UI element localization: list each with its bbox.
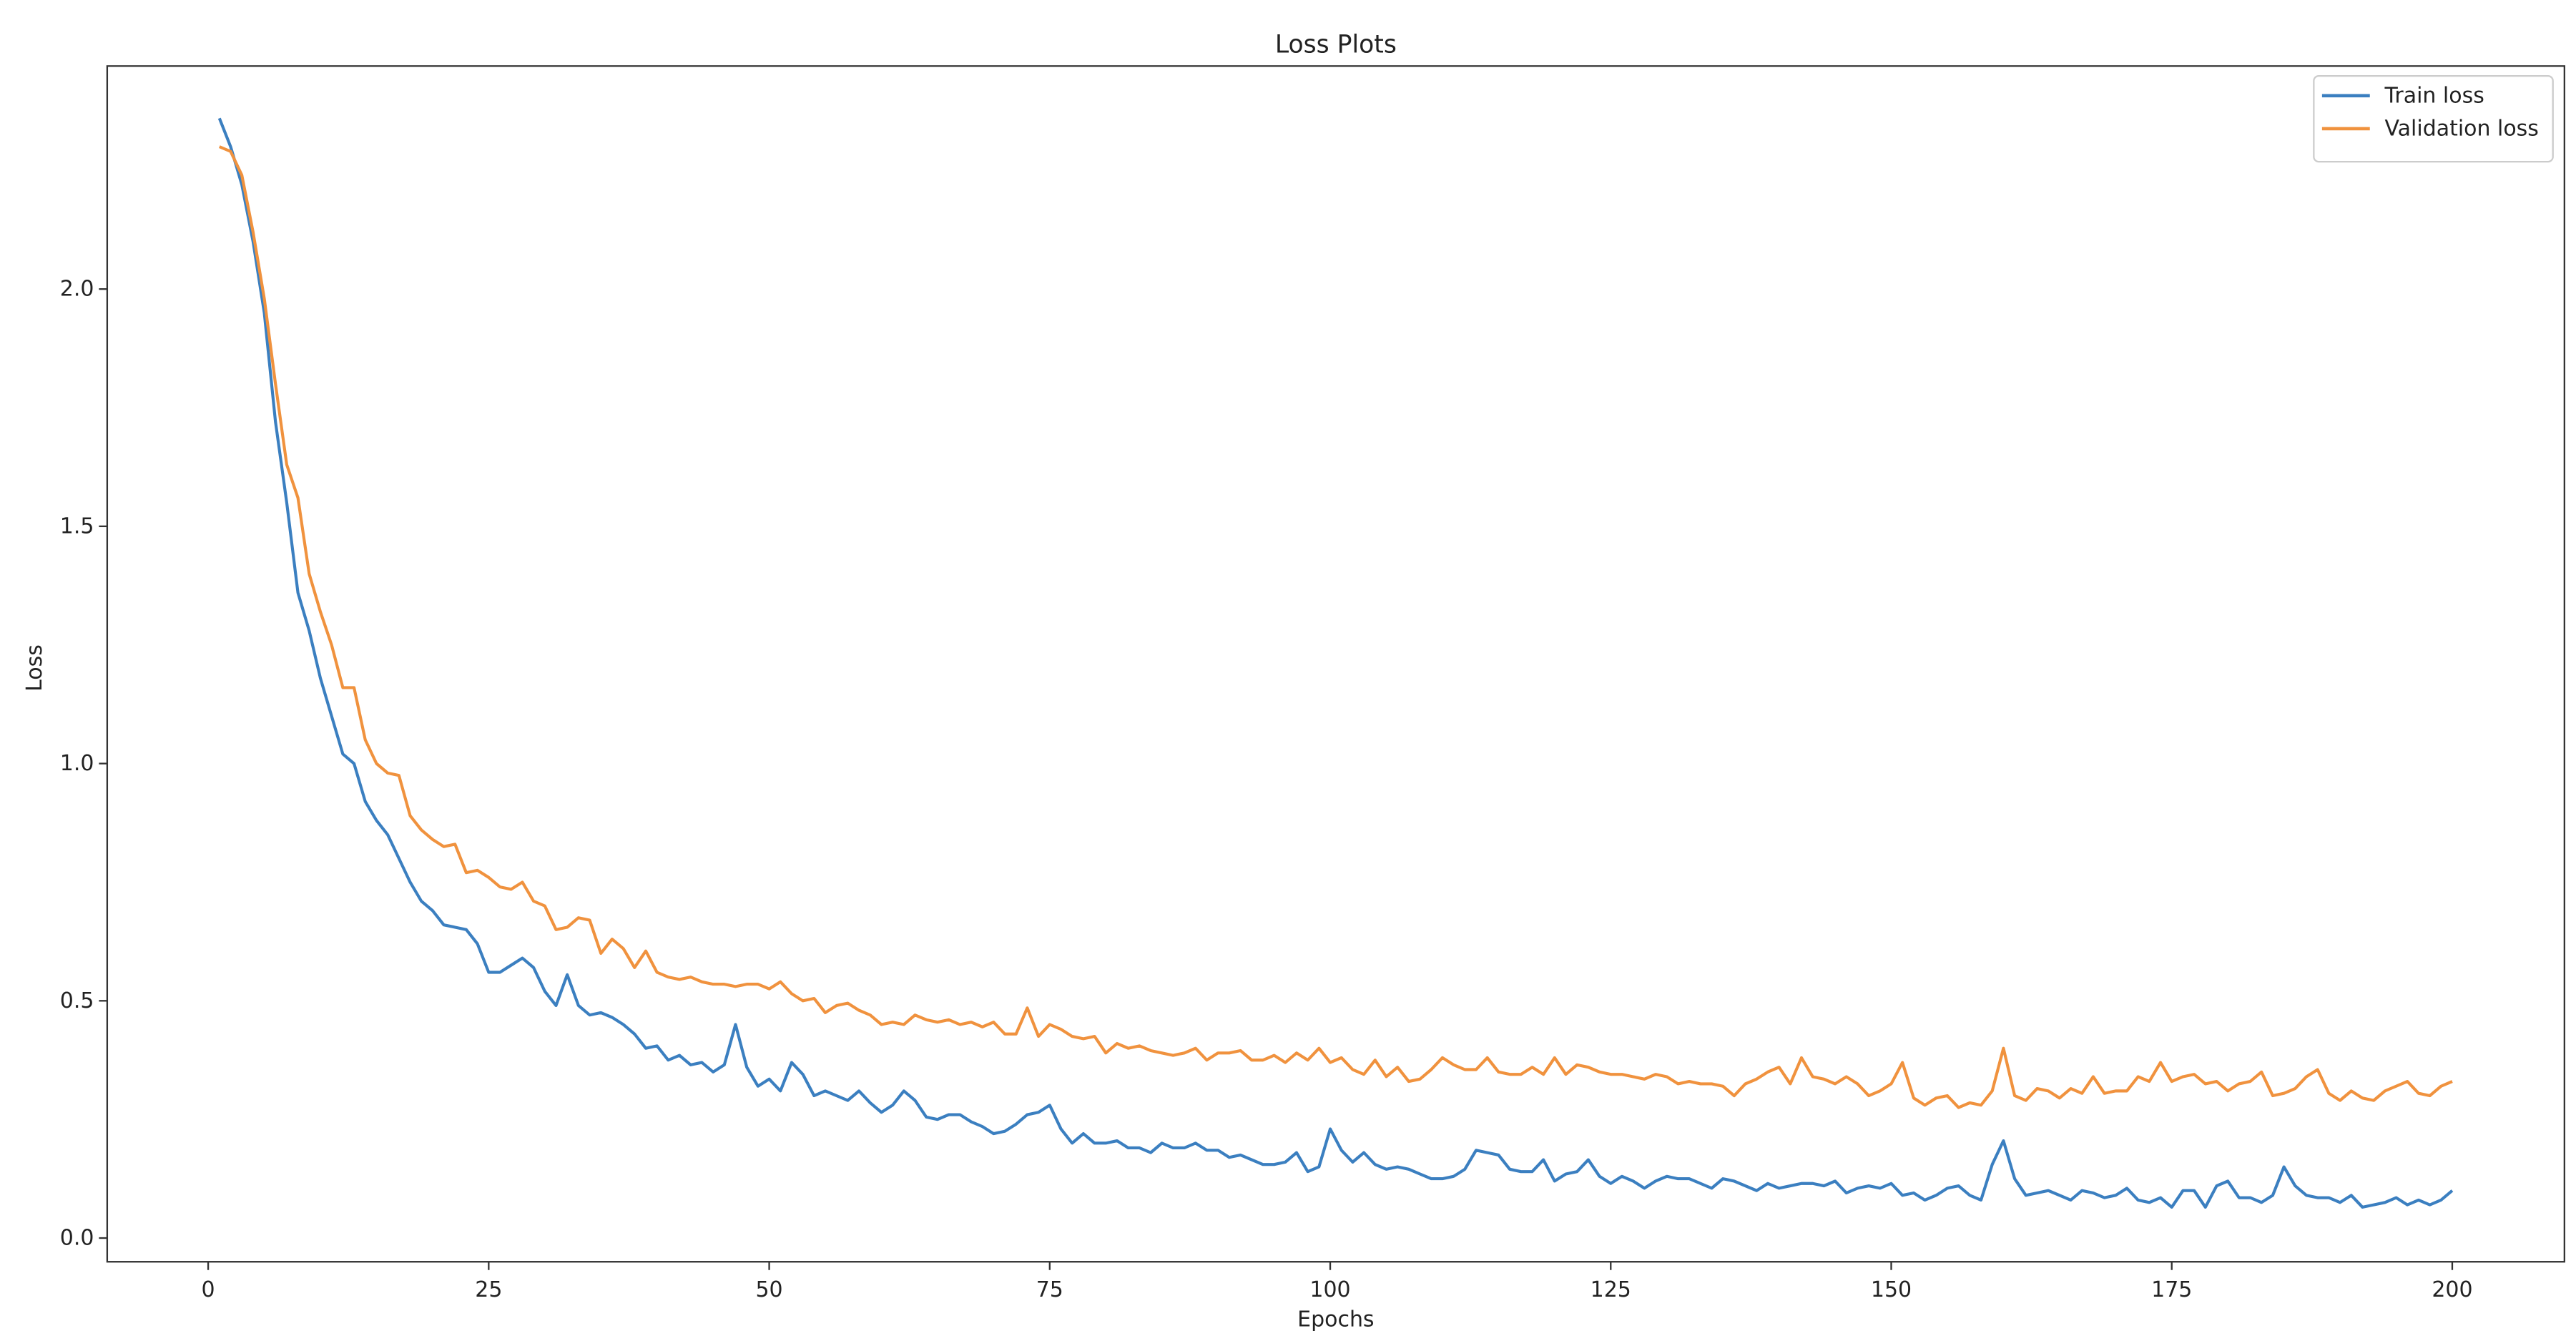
legend-box [2313, 75, 2554, 163]
legend-label: Validation loss [2385, 116, 2539, 141]
y-tick-label: 2.0 [60, 277, 94, 302]
chart-title: Loss Plots [1275, 30, 1397, 59]
x-tick-label: 75 [1036, 1277, 1063, 1302]
y-tick-label: 0.5 [60, 988, 94, 1013]
x-tick-label: 125 [1591, 1277, 1631, 1302]
y-tick-label: 0.0 [60, 1226, 94, 1251]
y-tick-label: 1.5 [60, 514, 94, 539]
series-line [217, 117, 2454, 1209]
axes-frame [106, 65, 2566, 1263]
legend-label: Train loss [2384, 83, 2484, 108]
x-axis-label: Epochs [1297, 1307, 1374, 1332]
series-line [218, 145, 2453, 1109]
x-tick-label: 100 [1309, 1277, 1350, 1302]
x-tick-label: 200 [2432, 1277, 2472, 1302]
x-tick-label: 50 [755, 1277, 782, 1302]
x-tick-label: 0 [202, 1277, 215, 1302]
x-tick-label: 25 [475, 1277, 502, 1302]
x-tick-label: 175 [2151, 1277, 2192, 1302]
y-axis-label: Loss [22, 644, 47, 692]
y-tick-label: 1.0 [60, 751, 94, 776]
x-tick-label: 150 [1871, 1277, 1912, 1302]
